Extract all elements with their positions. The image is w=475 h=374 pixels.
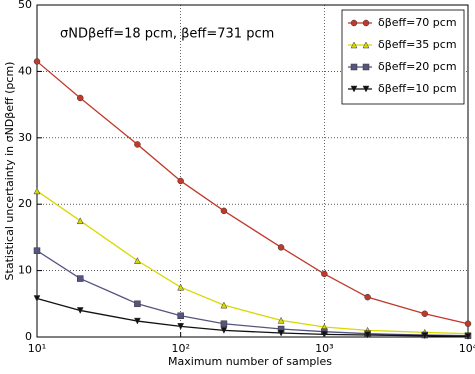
y-tick-label: 0 xyxy=(25,330,32,343)
marker xyxy=(33,295,41,303)
marker xyxy=(321,270,328,278)
marker xyxy=(177,283,185,291)
x-tick-label: 10¹ xyxy=(28,342,46,355)
marker xyxy=(134,257,141,264)
y-tick-label: 10 xyxy=(18,264,32,277)
legend-marker xyxy=(350,63,358,71)
marker xyxy=(220,207,228,215)
plot-frame xyxy=(36,4,469,338)
marker xyxy=(76,307,84,314)
marker xyxy=(177,177,184,185)
series-line xyxy=(36,60,469,325)
x-tick-label: 10³ xyxy=(315,342,333,355)
marker xyxy=(421,332,429,340)
marker xyxy=(364,331,371,339)
y-tick-label: 40 xyxy=(18,64,32,77)
annotation: σNDβeff=18 pcm, βeff=731 pcm xyxy=(60,27,274,42)
series-line xyxy=(36,190,469,335)
marker xyxy=(277,316,285,324)
marker xyxy=(277,329,285,337)
series-line xyxy=(36,250,469,337)
y-tick-label: 50 xyxy=(18,0,32,11)
legend-marker xyxy=(350,41,358,49)
marker xyxy=(177,312,184,320)
marker xyxy=(364,293,371,301)
x-tick-label: 10⁴ xyxy=(459,342,475,355)
marker xyxy=(220,320,228,327)
legend-marker xyxy=(350,19,358,27)
legend-box xyxy=(341,9,465,105)
marker xyxy=(320,331,328,338)
marker xyxy=(220,327,228,334)
legend-marker xyxy=(362,41,370,49)
marker xyxy=(33,247,41,254)
marker xyxy=(33,187,41,195)
y-tick-label: 20 xyxy=(18,197,32,210)
y-axis-label: Statistical uncertainty in σNDβeff (pcm) xyxy=(3,62,16,281)
marker xyxy=(220,301,228,309)
legend-label: δβeff=35 pcm xyxy=(378,38,457,51)
legend-label: δβeff=10 pcm xyxy=(378,82,457,95)
marker xyxy=(76,217,84,225)
y-tick-label: 30 xyxy=(18,131,32,144)
marker xyxy=(177,323,185,330)
legend-marker xyxy=(362,85,370,93)
x-axis-label: Maximum number of samples xyxy=(168,355,332,368)
marker xyxy=(277,244,285,251)
marker xyxy=(76,275,84,282)
marker xyxy=(134,317,141,325)
marker xyxy=(464,333,472,340)
legend-marker xyxy=(362,19,370,27)
marker xyxy=(464,320,472,327)
legend-label: δβeff=20 pcm xyxy=(378,60,457,73)
legend-label: δβeff=70 pcm xyxy=(378,16,457,29)
marker xyxy=(76,94,84,102)
x-tick-label: 10² xyxy=(171,342,189,355)
series-line xyxy=(36,297,469,337)
marker xyxy=(134,141,141,148)
marker xyxy=(33,58,41,65)
legend-marker xyxy=(350,85,358,93)
legend-marker xyxy=(362,63,370,71)
marker xyxy=(134,300,141,308)
marker xyxy=(421,310,429,318)
